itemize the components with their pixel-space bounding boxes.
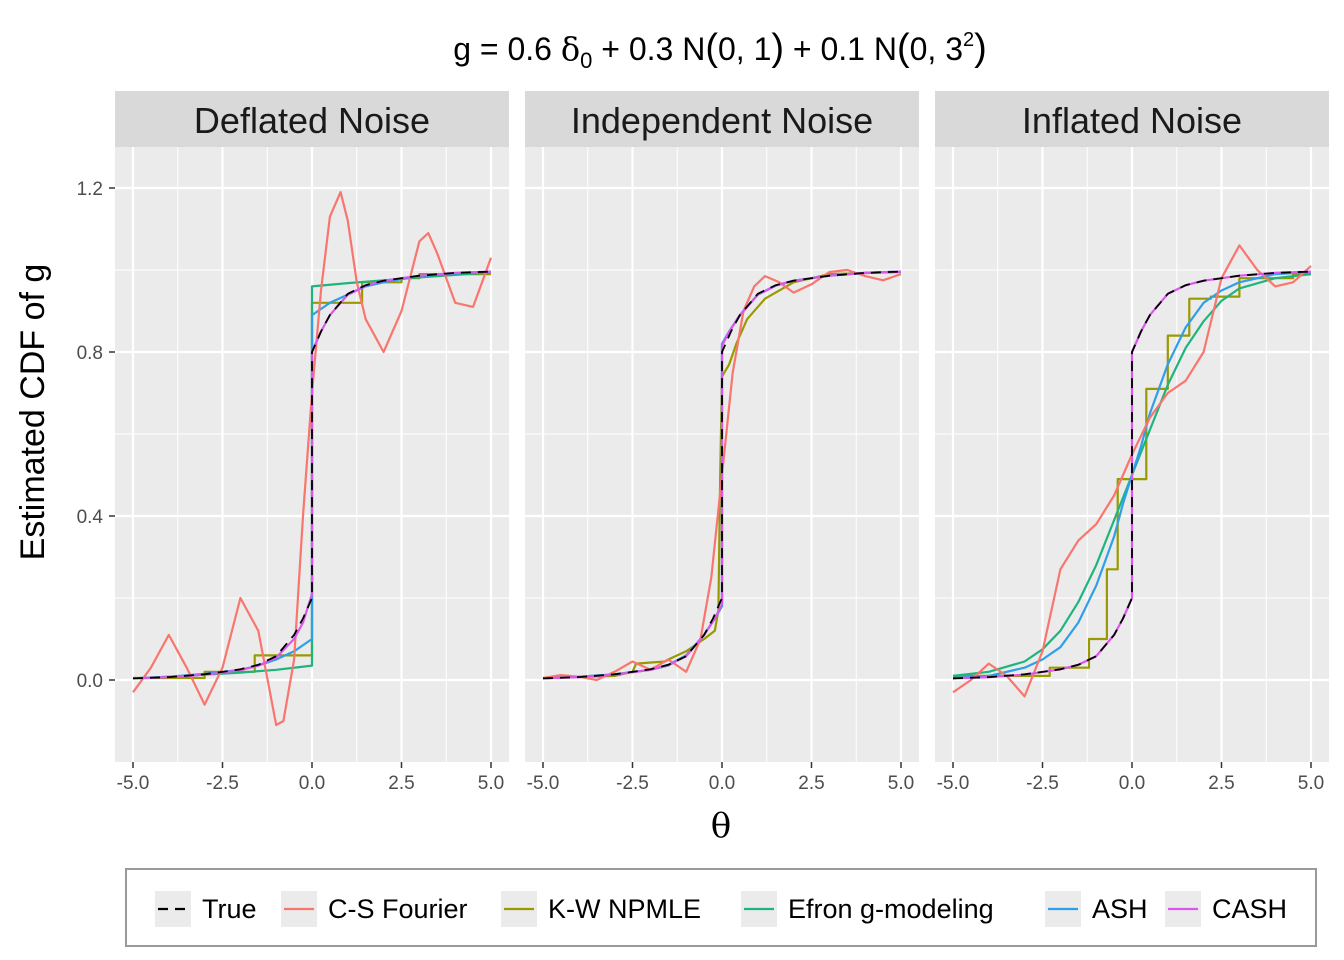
x-tick-label: -5.0 [937, 773, 970, 794]
strip-background [115, 91, 509, 147]
x-tick-label: 5.0 [478, 773, 504, 794]
x-tick-label: -2.5 [1026, 773, 1059, 794]
strip-background [525, 91, 919, 147]
panel-2: Inflated Noise -5.0 -2.5 0.0 2.5 5.0 [935, 91, 1329, 794]
x-tick-label: 5.0 [1298, 773, 1324, 794]
series-line-cash [952, 270, 1312, 680]
series-line-true [952, 270, 1312, 680]
series-line-true [542, 270, 902, 680]
x-tick-label: 0.0 [1119, 773, 1145, 794]
x-tick-label: 2.5 [388, 773, 414, 794]
series-line-k-w-npmle [953, 273, 1311, 677]
x-tick-label: 0.0 [709, 773, 735, 794]
legend-label: ASH [1092, 894, 1148, 924]
series-line-true [132, 270, 492, 680]
y-tick-label: 0.8 [77, 343, 103, 364]
chart-title: g = 0.6 δ0 + 0.3 N(0, 1) + 0.1 N(0, 32) [453, 27, 987, 73]
legend-label: C-S Fourier [328, 894, 468, 924]
series-line-c-s-fourier [542, 268, 902, 682]
panels: Deflated Noise -5.0 -2.5 0.0 2.5 5.0 0.0 0.4 0.8… [77, 91, 1329, 794]
series-line-cash [542, 270, 902, 680]
x-tick-label: 5.0 [888, 773, 914, 794]
legend-label: Efron g-modeling [788, 894, 994, 924]
strip-label: Deflated Noise [194, 100, 430, 141]
x-tick-label: -5.0 [527, 773, 560, 794]
legend-label: True [202, 894, 257, 924]
panel-1: Independent Noise -5.0 -2.5 0.0 2.5 5.0 [525, 91, 919, 794]
x-tick-label: 2.5 [1208, 773, 1234, 794]
legend-label: K-W NPMLE [548, 894, 701, 924]
strip-background [935, 91, 1329, 147]
y-tick-label: 1.2 [77, 179, 103, 200]
x-tick-label: -2.5 [616, 773, 649, 794]
series-group [952, 244, 1312, 698]
strip-label: Independent Noise [571, 100, 873, 141]
x-tick-label: 2.5 [798, 773, 824, 794]
x-tick-label: -2.5 [206, 773, 239, 794]
legend-label: CASH [1212, 894, 1287, 924]
panel-0: Deflated Noise -5.0 -2.5 0.0 2.5 5.0 0.0 0.4 0.8… [77, 91, 509, 794]
legend-box [125, 868, 1317, 947]
series-group [542, 268, 902, 682]
legend: True C-S Fourier K-W NPMLE Efron g-modeling… [125, 868, 1317, 947]
series-group [132, 191, 493, 727]
strip-label: Inflated Noise [1022, 100, 1242, 141]
x-axis-title: θ [711, 806, 731, 846]
y-axis-title: Estimated CDF of g [14, 264, 52, 561]
y-tick-label: 0.0 [77, 671, 103, 692]
series-line-c-s-fourier [132, 191, 493, 727]
x-tick-label: -5.0 [117, 773, 150, 794]
y-tick-label: 0.4 [77, 507, 104, 528]
x-tick-label: 0.0 [299, 773, 325, 794]
